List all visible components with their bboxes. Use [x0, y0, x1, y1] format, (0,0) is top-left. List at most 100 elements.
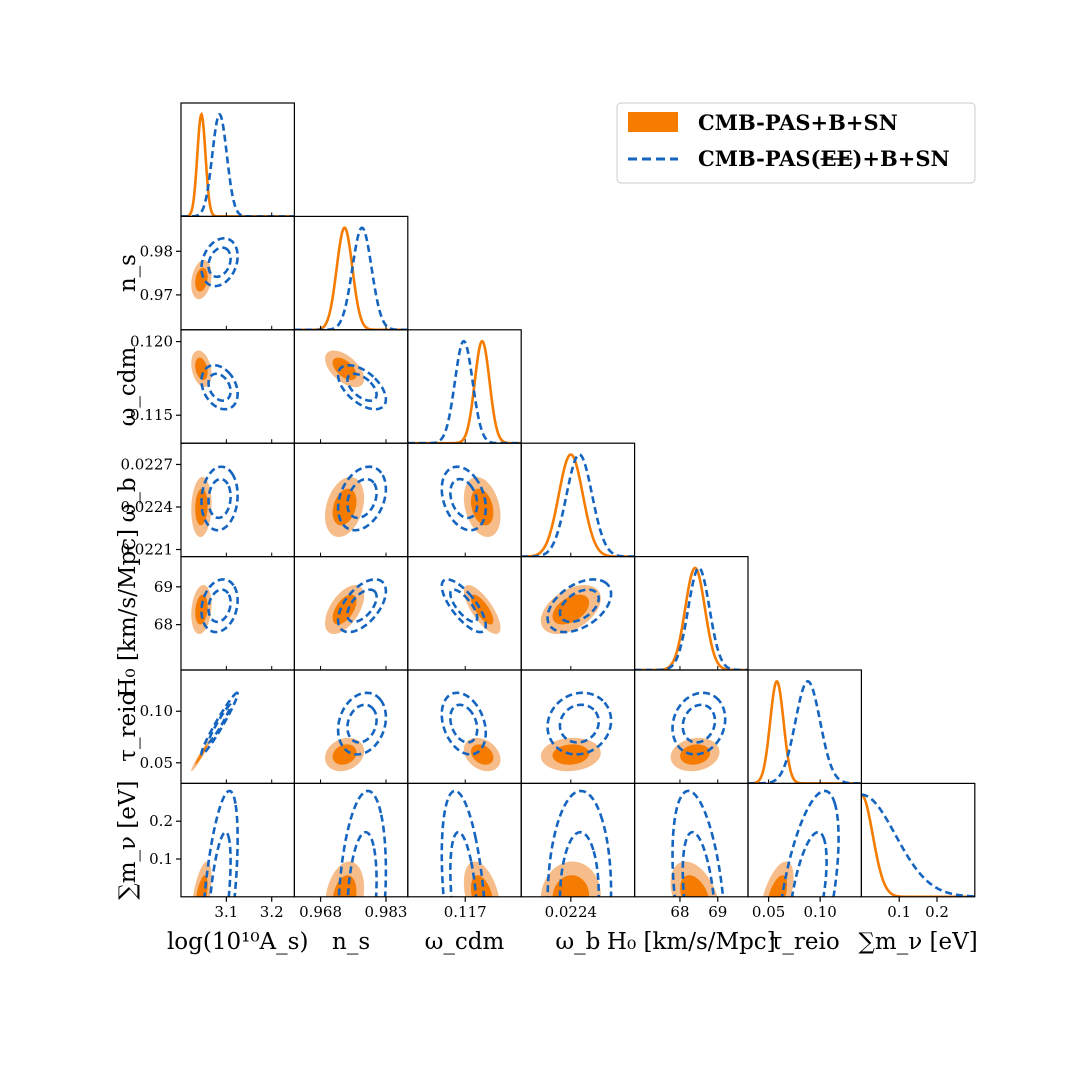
- x-tick-label-ns: 0.968: [299, 903, 342, 921]
- marginal-curve-mnu-series-1: [861, 793, 975, 897]
- contour-68-wcdm-H0-series-1: [449, 588, 479, 624]
- contour-68-logA-tau-series-1: [207, 703, 232, 744]
- marginal-curve-logA-series-0: [181, 111, 295, 217]
- contour-95-tau-mnu-series-1: [780, 789, 840, 897]
- contour-panel-wb-tau: [540, 691, 613, 772]
- panel-frame-2-2: [407, 329, 522, 444]
- contour-68-H0-mnu-series-0: [680, 875, 709, 897]
- marginal-curve-tau-series-1: [748, 680, 862, 784]
- contour-95-wcdm-mnu-series-1: [440, 789, 486, 897]
- labels-group: 3.1 3.2 log(10¹⁰A_s) 0.968 0.983 n_s 0.117 ω_cd…: [115, 212, 978, 955]
- x-axis-label-tau: τ_reio: [770, 929, 840, 955]
- contour-68-ns-wcdm-series-0: [332, 357, 357, 381]
- contour-95-wcdm-tau-series-1: [440, 691, 488, 756]
- contour-95-ns-mnu-series-1: [337, 789, 388, 897]
- x-axis-label-wcdm: ω_cdm: [425, 929, 505, 955]
- contour-95-logA-H0-series-1: [200, 578, 239, 634]
- contour-95-H0-mnu-series-1: [671, 789, 725, 897]
- marginal-curve-wcdm-series-0: [407, 339, 522, 444]
- contour-panel-H0-mnu: [670, 789, 725, 897]
- panel-frame-4-2: [407, 555, 522, 671]
- contour-68-H0-tau-series-1: [681, 703, 717, 744]
- x-tick-label-H0: 68: [670, 903, 689, 921]
- x-tick-label-ns: 0.983: [365, 903, 408, 921]
- contour-95-logA-wcdm-series-1: [200, 363, 239, 411]
- x-tick-label-mnu: 0.2: [925, 903, 949, 921]
- contour-95-wcdm-H0-series-1: [440, 578, 488, 634]
- marginal-curve-wcdm-series-1: [407, 339, 522, 444]
- contour-panel-wcdm-mnu: [440, 789, 499, 897]
- contour-68-wcdm-wb-series-1: [449, 477, 479, 520]
- y-tick-label-tau: 0.05: [140, 754, 173, 772]
- y-tick-label-ns: 0.97: [140, 286, 173, 304]
- contour-68-logA-ns-series-1: [207, 246, 232, 279]
- y-tick-label-wb: 0.0221: [121, 541, 174, 559]
- legend: CMB-PAS+B+SN CMB-PAS(EE)+B+SN: [616, 102, 976, 184]
- contour-68-tau-mnu-series-0: [768, 875, 788, 897]
- marginal-panel-wcdm: [407, 339, 522, 444]
- x-tick-label-logA: 3.2: [260, 903, 284, 921]
- panel-frame-6-5: [747, 782, 863, 898]
- x-axis-label-logA: log(10¹⁰A_s): [167, 929, 309, 955]
- contour-68-tau-mnu-series-1: [790, 830, 828, 897]
- y-axis-label-wcdm: ω_cdm: [115, 346, 141, 426]
- contour-panel-tau-mnu: [762, 789, 840, 897]
- marginal-curve-tau-series-0: [748, 679, 862, 784]
- contour-68-wb-H0-series-1: [558, 588, 601, 624]
- panel-frame-5-0: [180, 669, 296, 785]
- contour-panel-ns-mnu: [325, 789, 388, 897]
- marginal-curve-H0-series-0: [634, 566, 748, 670]
- contour-68-logA-wb-series-0: [195, 488, 208, 526]
- y-tick-label-wb: 0.0227: [121, 455, 174, 473]
- marginal-curve-ns-series-1: [294, 226, 408, 330]
- contour-95-logA-tau-series-1: [200, 691, 239, 756]
- contour-panel-wcdm-H0: [440, 578, 501, 634]
- y-tick-label-H0: 68: [154, 616, 173, 634]
- marginal-panel-tau: [748, 679, 862, 784]
- marginal-panel-H0: [634, 566, 748, 670]
- contour-68-wb-H0-series-0: [552, 594, 590, 625]
- x-axis-label-wb: ω_b: [555, 929, 600, 955]
- contour-68-logA-wcdm-series-0: [195, 357, 208, 381]
- contour-95-wcdm-wb-series-1: [440, 465, 488, 532]
- contour-panel-wb-H0: [540, 578, 613, 634]
- contour-68-ns-wcdm-series-1: [346, 372, 378, 402]
- x-axis-label-mnu: ∑m_ν [eV]: [858, 929, 977, 955]
- x-tick-label-logA: 3.1: [214, 903, 238, 921]
- contour-95-wb-H0-series-1: [546, 578, 613, 634]
- contour-68-wcdm-tau-series-0: [470, 744, 494, 765]
- contour-panel-logA-ns: [191, 237, 239, 300]
- contour-68-ns-wb-series-1: [346, 477, 378, 520]
- contour-panel-wb-mnu: [540, 789, 613, 897]
- legend-frame: [616, 102, 976, 184]
- y-tick-label-mnu: 0.2: [149, 812, 173, 830]
- contour-panel-logA-wb: [191, 465, 239, 537]
- legend-swatch-filled: [628, 112, 678, 132]
- contour-95-logA-mnu-series-1: [203, 789, 239, 897]
- x-tick-label-mnu: 0.1: [887, 903, 911, 921]
- marginal-panel-wb: [521, 453, 635, 557]
- y-axis-label-tau: τ_reio: [115, 692, 141, 762]
- contour-68-wb-tau-series-1: [558, 703, 601, 744]
- contour-panel-wcdm-wb: [440, 465, 501, 537]
- contour-68-logA-ns-series-0: [195, 267, 208, 292]
- contour-95-ns-wb-series-1: [336, 465, 388, 532]
- contour-68-logA-H0-series-0: [195, 594, 208, 625]
- contour-panel-logA-tau: [191, 691, 239, 772]
- contour-panel-H0-tau: [670, 691, 727, 772]
- x-tick-label-H0: 69: [708, 903, 727, 921]
- panels-group: [180, 102, 976, 898]
- y-axis-label-H0: H₀ [km/s/Mpc]: [115, 529, 141, 698]
- contour-68-ns-mnu-series-1: [346, 830, 378, 897]
- contour-panel-ns-H0: [325, 578, 388, 634]
- contour-68-logA-H0-series-1: [207, 588, 232, 624]
- contour-68-H0-mnu-series-1: [681, 830, 715, 897]
- y-tick-label-mnu: 0.1: [149, 850, 173, 868]
- contour-68-logA-mnu-series-0: [196, 875, 208, 897]
- panel-frame-3-3: [520, 442, 636, 558]
- contour-68-wcdm-tau-series-1: [449, 703, 479, 744]
- x-tick-label-wb: 0.0224: [545, 903, 598, 921]
- contour-68-logA-wb-series-1: [207, 477, 232, 520]
- panel-frame-6-6: [860, 782, 976, 898]
